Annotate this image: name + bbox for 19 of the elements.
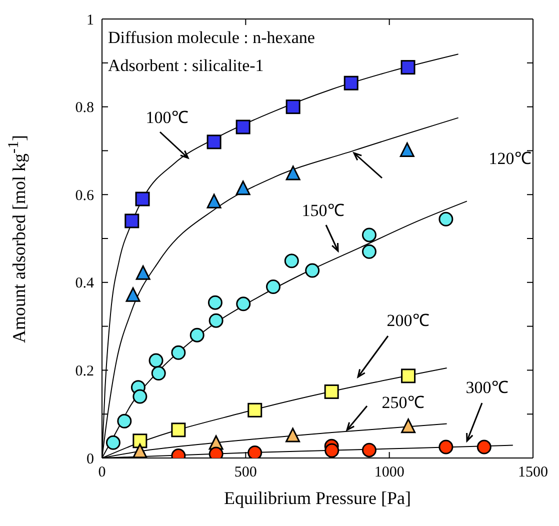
y-tick-label: 1 [86, 12, 94, 28]
y-tick-label: 0.4 [75, 276, 94, 292]
annotation: 100℃ [146, 108, 188, 127]
annotation: 200℃ [386, 311, 430, 330]
annotation: 150℃ [302, 201, 344, 220]
y-tick-label: 0.8 [75, 100, 94, 116]
y-tick-label: 0.2 [75, 364, 94, 380]
x-axis-title: Equilibrium Pressure [Pa] [223, 488, 412, 509]
y-tick-label: 0.6 [75, 188, 94, 204]
x-tick-label: 500 [234, 464, 257, 481]
annotation: Diffusion molecule : n-hexane [108, 28, 315, 47]
x-tick-label: 0 [98, 464, 106, 481]
annotation: 120℃ [488, 149, 532, 168]
annotation: Adsorbent : silicalite-1 [108, 56, 264, 75]
annotation: 250℃ [382, 393, 424, 412]
x-tick-label: 1500 [518, 464, 548, 481]
y-tick-label: 0 [86, 451, 94, 468]
x-tick-label: 1000 [374, 464, 404, 481]
annotation: 300℃ [466, 378, 508, 397]
